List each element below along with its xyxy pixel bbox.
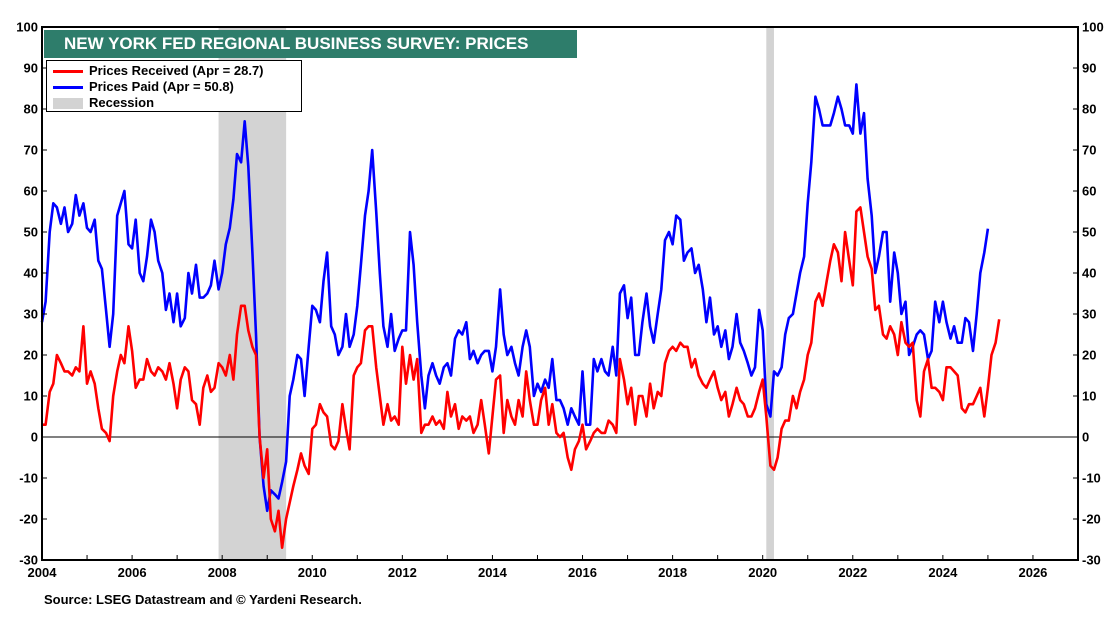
legend: Prices Received (Apr = 28.7) Prices Paid… xyxy=(46,60,302,112)
y-tick-label-right: 60 xyxy=(1082,184,1096,199)
recession-band-0 xyxy=(218,27,287,560)
series-layer xyxy=(40,83,1001,549)
series-line-prices-received xyxy=(42,206,1001,549)
legend-swatch-prices-received xyxy=(53,70,83,74)
y-tick-label-left: 90 xyxy=(24,61,38,76)
y-tick-label-left: 60 xyxy=(24,184,38,199)
x-tick-label: 2018 xyxy=(658,565,687,580)
x-tick-label: 2008 xyxy=(208,565,237,580)
y-tick-label-right: -20 xyxy=(1082,512,1101,527)
y-tick-label-left: 30 xyxy=(24,307,38,322)
legend-label-prices-paid: Prices Paid (Apr = 50.8) xyxy=(89,79,234,94)
x-tick-label: 2026 xyxy=(1018,565,1047,580)
y-tick-label-left: 70 xyxy=(24,143,38,158)
y-tick-label-right: 50 xyxy=(1082,225,1096,240)
x-axis: 2004 2006 2008 2010 2012 2014 2016 2018 2020 2022… xyxy=(28,555,1079,580)
legend-item-prices-received: Prices Received (Apr = 28.7) xyxy=(53,63,264,79)
y-tick-label-right: 40 xyxy=(1082,266,1096,281)
chart-title: NEW YORK FED REGIONAL BUSINESS SURVEY: P… xyxy=(44,30,577,58)
x-tick-label: 2006 xyxy=(118,565,147,580)
y-tick-label-left: 10 xyxy=(24,389,38,404)
y-tick-label-left: 40 xyxy=(24,266,38,281)
plot-frame xyxy=(41,26,1079,561)
y-tick-label-left: 80 xyxy=(24,102,38,117)
series-line-prices-paid xyxy=(40,83,990,513)
legend-label-prices-received: Prices Received (Apr = 28.7) xyxy=(89,63,264,78)
y-tick-label-right: 90 xyxy=(1082,61,1096,76)
legend-item-recession: Recession xyxy=(53,95,154,111)
x-tick-label: 2016 xyxy=(568,565,597,580)
x-tick-label: 2012 xyxy=(388,565,417,580)
y-axis-right: -30 -20 -10 0 10 20 30 40 50 60 70 80 90 100 xyxy=(1073,20,1104,568)
y-tick-label-right: 30 xyxy=(1082,307,1096,322)
x-tick-label: 2020 xyxy=(748,565,777,580)
y-tick-label-right: 10 xyxy=(1082,389,1096,404)
y-tick-label-right: 0 xyxy=(1082,430,1089,445)
recession-shading xyxy=(218,27,774,560)
y-tick-label-right: 100 xyxy=(1082,20,1104,35)
y-tick-label-left: 0 xyxy=(31,430,38,445)
x-tick-label: 2010 xyxy=(298,565,327,580)
legend-item-prices-paid: Prices Paid (Apr = 50.8) xyxy=(53,79,234,95)
y-tick-label-left: 100 xyxy=(16,20,38,35)
x-tick-label: 2022 xyxy=(838,565,867,580)
y-tick-label-left: -20 xyxy=(19,512,38,527)
y-tick-label-right: -10 xyxy=(1082,471,1101,486)
y-tick-label-right: 80 xyxy=(1082,102,1096,117)
y-tick-label-right: -30 xyxy=(1082,553,1101,568)
source-note: Source: LSEG Datastream and © Yardeni Re… xyxy=(44,592,362,607)
y-tick-label-left: -30 xyxy=(19,553,38,568)
x-tick-label: 2014 xyxy=(478,565,508,580)
y-tick-label-right: 70 xyxy=(1082,143,1096,158)
y-tick-label-left: 50 xyxy=(24,225,38,240)
legend-swatch-recession xyxy=(53,98,83,110)
legend-label-recession: Recession xyxy=(89,95,155,110)
y-axis-left: -30 -20 -10 0 10 20 30 40 50 60 70 80 90 100 xyxy=(16,20,47,568)
legend-swatch-prices-paid xyxy=(53,86,83,90)
x-tick-label: 2004 xyxy=(28,565,58,580)
recession-band-1 xyxy=(766,27,774,560)
y-tick-label-right: 20 xyxy=(1082,348,1096,363)
x-tick-label: 2024 xyxy=(928,565,958,580)
y-tick-label-left: 20 xyxy=(24,348,38,363)
y-tick-label-left: -10 xyxy=(19,471,38,486)
